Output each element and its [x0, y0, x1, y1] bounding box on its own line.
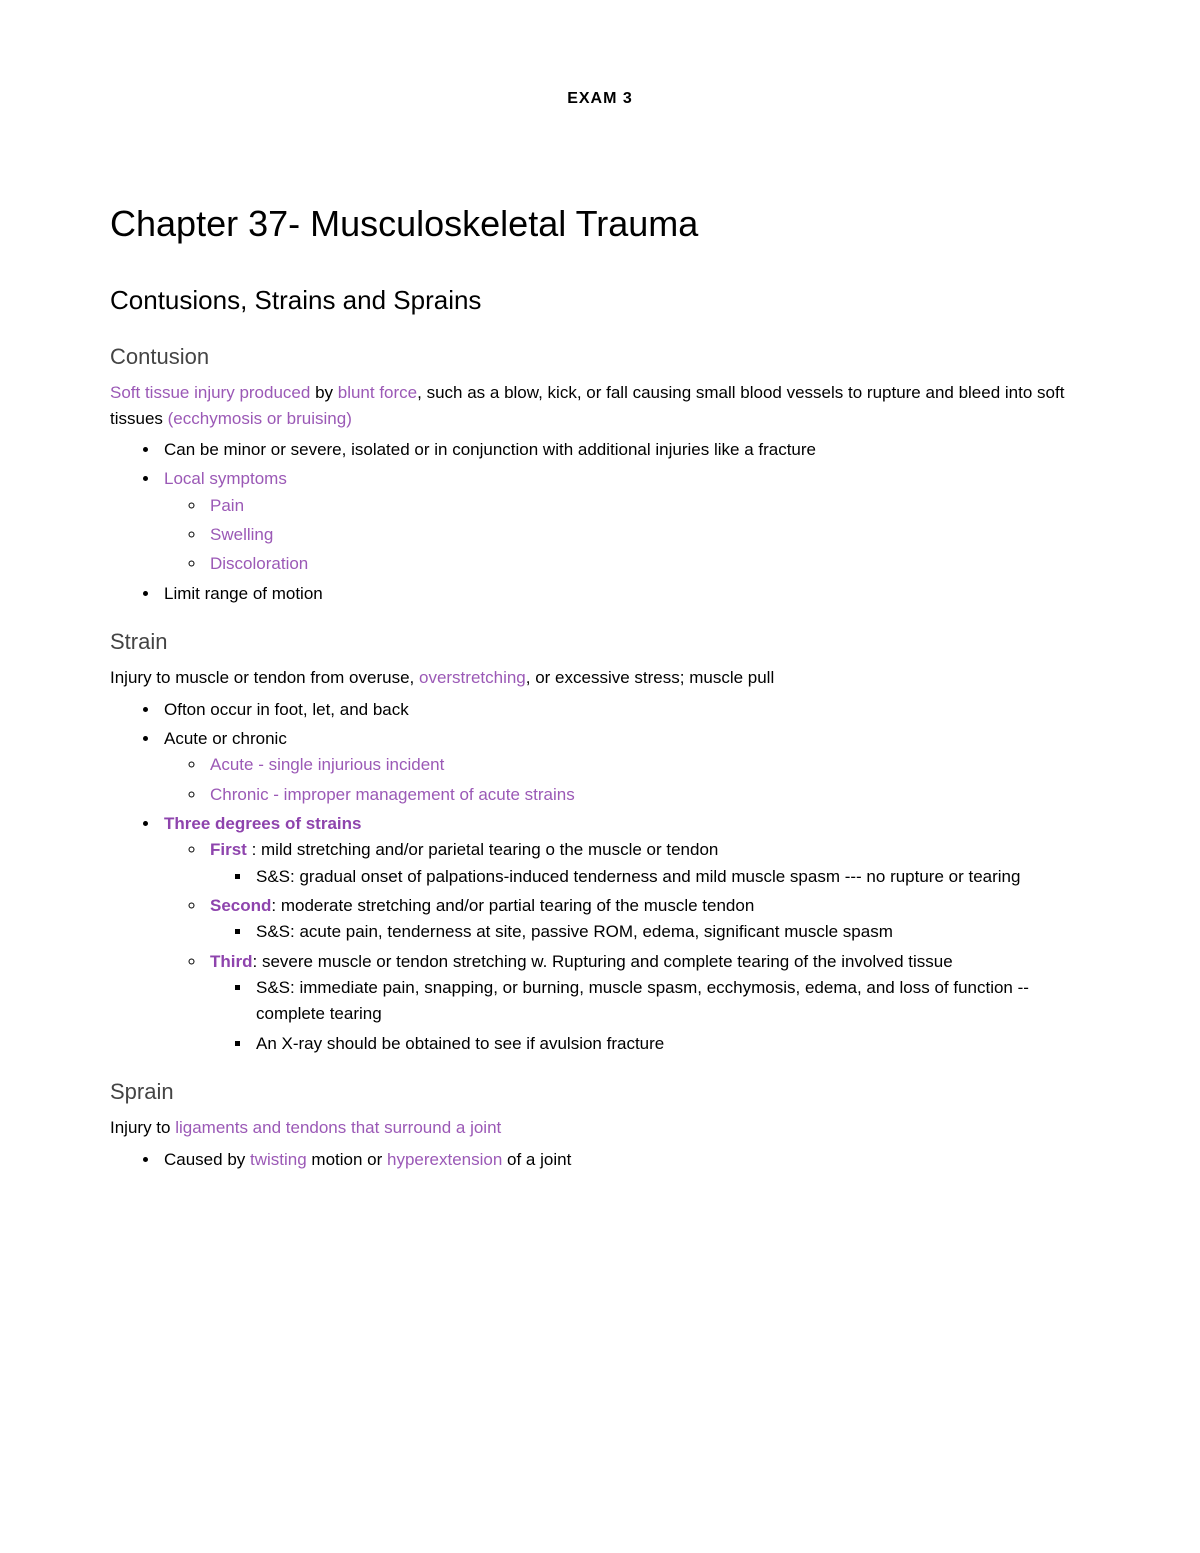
sprain-bullet-part2: twisting [250, 1150, 307, 1169]
local-symptoms-label: Local symptoms [164, 469, 287, 488]
contusion-list: Can be minor or severe, isolated or in c… [160, 437, 1090, 607]
list-item: Swelling [206, 522, 1090, 548]
third-degree-details: S&S: immediate pain, snapping, or burnin… [252, 975, 1090, 1057]
third-degree-label: Third [210, 952, 253, 971]
list-item: Second: moderate stretching and/or parti… [206, 893, 1090, 946]
contusion-heading: Contusion [110, 344, 1090, 370]
sprain-heading: Sprain [110, 1079, 1090, 1105]
list-item: Acute - single injurious incident [206, 752, 1090, 778]
contusion-intro-part3: blunt force [338, 383, 417, 402]
symptoms-sublist: Pain Swelling Discoloration [206, 493, 1090, 578]
strain-intro-part3: , or excessive stress; muscle pull [526, 668, 774, 687]
symptom-discoloration: Discoloration [210, 554, 308, 573]
list-item: Limit range of motion [160, 581, 1090, 607]
second-degree-label: Second [210, 896, 271, 915]
contusion-intro-part5: (ecchymosis or bruising) [168, 409, 352, 428]
strain-intro: Injury to muscle or tendon from overuse,… [110, 665, 1090, 691]
first-degree-text: : mild stretching and/or parietal tearin… [247, 840, 719, 859]
sprain-intro-part2: ligaments and tendons that surround a jo… [175, 1118, 501, 1137]
list-item: S&S: acute pain, tenderness at site, pas… [252, 919, 1090, 945]
sprain-intro: Injury to ligaments and tendons that sur… [110, 1115, 1090, 1141]
symptom-pain: Pain [210, 496, 244, 515]
list-item: Discoloration [206, 551, 1090, 577]
strain-intro-part2: overstretching [419, 668, 526, 687]
list-item: Acute or chronic Acute - single injuriou… [160, 726, 1090, 808]
first-degree-details: S&S: gradual onset of palpations-induced… [252, 864, 1090, 890]
first-degree-label: First [210, 840, 247, 859]
acute-chronic-sublist: Acute - single injurious incident Chroni… [206, 752, 1090, 808]
exam-header: EXAM 3 [110, 90, 1090, 108]
list-item: Three degrees of strains First : mild st… [160, 811, 1090, 1057]
second-degree-text: : moderate stretching and/or partial tea… [271, 896, 754, 915]
degrees-sublist: First : mild stretching and/or parietal … [206, 837, 1090, 1057]
sprain-bullet-part5: of a joint [502, 1150, 571, 1169]
third-degree-text: : severe muscle or tendon stretching w. … [253, 952, 953, 971]
sprain-bullet-part1: Caused by [164, 1150, 250, 1169]
chapter-title: Chapter 37- Musculoskeletal Trauma [110, 203, 1090, 245]
list-item: Caused by twisting motion or hyperextens… [160, 1147, 1090, 1173]
chronic-text: Chronic - improper management of acute s… [210, 785, 575, 804]
list-item: First : mild stretching and/or parietal … [206, 837, 1090, 890]
list-item: Pain [206, 493, 1090, 519]
list-item: S&S: immediate pain, snapping, or burnin… [252, 975, 1090, 1028]
contusion-intro: Soft tissue injury produced by blunt for… [110, 380, 1090, 431]
list-item: Chronic - improper management of acute s… [206, 782, 1090, 808]
strain-heading: Strain [110, 629, 1090, 655]
strain-intro-part1: Injury to muscle or tendon from overuse, [110, 668, 419, 687]
list-item: Ofton occur in foot, let, and back [160, 697, 1090, 723]
acute-text: Acute - single injurious incident [210, 755, 444, 774]
list-item: Local symptoms Pain Swelling Discolorati… [160, 466, 1090, 577]
section-title: Contusions, Strains and Sprains [110, 285, 1090, 316]
second-degree-details: S&S: acute pain, tenderness at site, pas… [252, 919, 1090, 945]
list-item: S&S: gradual onset of palpations-induced… [252, 864, 1090, 890]
symptom-swelling: Swelling [210, 525, 273, 544]
sprain-intro-part1: Injury to [110, 1118, 175, 1137]
list-item: An X-ray should be obtained to see if av… [252, 1031, 1090, 1057]
list-item: Can be minor or severe, isolated or in c… [160, 437, 1090, 463]
sprain-bullet-part4: hyperextension [387, 1150, 502, 1169]
sprain-bullet-part3: motion or [307, 1150, 387, 1169]
list-item: Third: severe muscle or tendon stretchin… [206, 949, 1090, 1057]
contusion-intro-part1: Soft tissue injury produced [110, 383, 310, 402]
sprain-list: Caused by twisting motion or hyperextens… [160, 1147, 1090, 1173]
three-degrees-label: Three degrees of strains [164, 814, 361, 833]
strain-list: Ofton occur in foot, let, and back Acute… [160, 697, 1090, 1057]
contusion-intro-part2: by [310, 383, 337, 402]
acute-chronic-label: Acute or chronic [164, 729, 287, 748]
